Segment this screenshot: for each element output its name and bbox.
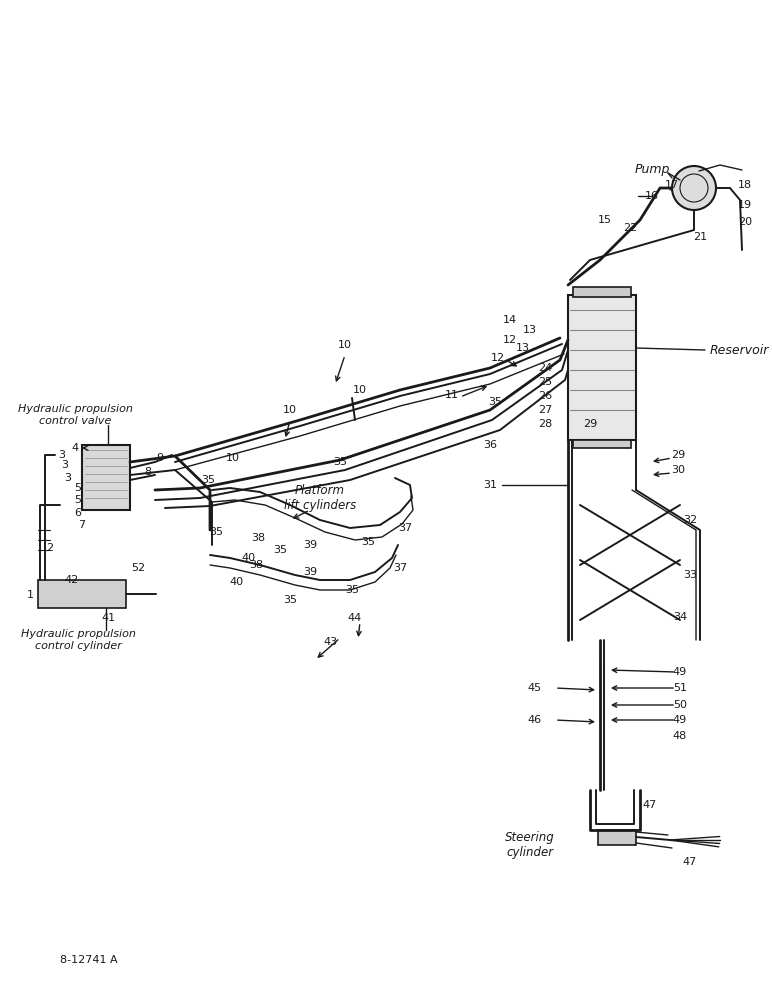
Text: 33: 33 [683, 570, 697, 580]
Text: 35: 35 [209, 527, 223, 537]
Text: 17: 17 [665, 180, 679, 190]
Text: 8-12741 A: 8-12741 A [60, 955, 117, 965]
Bar [38, 580, 126, 608]
Text: 35: 35 [273, 545, 287, 555]
Text: 5: 5 [75, 483, 82, 493]
Text: 4: 4 [72, 443, 79, 453]
Text: 52: 52 [131, 563, 145, 573]
Text: 13: 13 [516, 343, 530, 353]
Text: 1: 1 [26, 590, 33, 600]
Text: 27: 27 [538, 405, 552, 415]
Text: 38: 38 [249, 560, 263, 570]
Text: 43: 43 [323, 637, 337, 647]
Text: 50: 50 [673, 700, 687, 710]
Text: 2: 2 [46, 543, 53, 553]
Text: 42: 42 [65, 575, 79, 585]
Text: 35: 35 [345, 585, 359, 595]
Text: 51: 51 [673, 683, 687, 693]
Text: 8: 8 [144, 467, 151, 477]
Text: Reservoir: Reservoir [710, 344, 770, 357]
Bar [573, 440, 631, 448]
Text: 13: 13 [523, 325, 537, 335]
Text: 10: 10 [353, 385, 367, 395]
Text: 18: 18 [738, 180, 752, 190]
Text: 40: 40 [229, 577, 243, 587]
Text: 16: 16 [645, 191, 659, 201]
Bar [82, 445, 130, 510]
Text: 46: 46 [528, 715, 542, 725]
Text: 7: 7 [79, 520, 86, 530]
Text: Hydraulic propulsion
control cylinder: Hydraulic propulsion control cylinder [21, 629, 135, 651]
Text: 47: 47 [643, 800, 657, 810]
Text: 49: 49 [673, 667, 687, 677]
Text: 26: 26 [538, 391, 552, 401]
Text: 35: 35 [201, 475, 215, 485]
Text: 40: 40 [241, 553, 255, 563]
Bar [573, 287, 631, 297]
Text: 30: 30 [671, 465, 685, 475]
Text: 35: 35 [283, 595, 297, 605]
Text: 3: 3 [65, 473, 72, 483]
Text: 14: 14 [503, 315, 517, 325]
Text: 34: 34 [673, 612, 687, 622]
Text: 39: 39 [303, 567, 317, 577]
Text: 31: 31 [483, 480, 497, 490]
Text: 36: 36 [483, 440, 497, 450]
Text: 38: 38 [251, 533, 265, 543]
Text: Pump: Pump [635, 163, 670, 176]
Text: 6: 6 [75, 508, 82, 518]
Text: Steering
cylinder: Steering cylinder [505, 831, 555, 859]
Text: 37: 37 [398, 523, 412, 533]
Text: 41: 41 [101, 613, 115, 623]
Text: 29: 29 [583, 419, 597, 429]
Text: 45: 45 [528, 683, 542, 693]
Text: 20: 20 [738, 217, 752, 227]
Text: 49: 49 [673, 715, 687, 725]
Text: 10: 10 [226, 453, 240, 463]
Text: 37: 37 [393, 563, 407, 573]
Text: Platform
lift cylinders: Platform lift cylinders [284, 484, 356, 512]
Text: 10: 10 [283, 405, 297, 415]
Text: 12: 12 [491, 353, 505, 363]
Text: 35: 35 [361, 537, 375, 547]
Text: 35: 35 [333, 457, 347, 467]
Text: 39: 39 [303, 540, 317, 550]
Text: 12: 12 [503, 335, 517, 345]
Text: 11: 11 [445, 390, 459, 400]
Text: 21: 21 [693, 232, 707, 242]
Text: 3: 3 [62, 460, 69, 470]
Text: 22: 22 [623, 223, 637, 233]
Text: 25: 25 [538, 377, 552, 387]
Text: 35: 35 [488, 397, 502, 407]
Bar [598, 830, 636, 845]
Text: 24: 24 [538, 363, 552, 373]
Text: 19: 19 [738, 200, 752, 210]
Text: 9: 9 [157, 453, 164, 463]
Text: 44: 44 [348, 613, 362, 623]
Text: Hydraulic propulsion
control valve: Hydraulic propulsion control valve [18, 404, 133, 426]
Text: 28: 28 [538, 419, 552, 429]
Text: 29: 29 [671, 450, 685, 460]
Text: 32: 32 [683, 515, 697, 525]
Text: 48: 48 [673, 731, 687, 741]
Text: 3: 3 [59, 450, 66, 460]
Circle shape [672, 166, 716, 210]
Text: 10: 10 [338, 340, 352, 350]
Text: 5: 5 [75, 495, 82, 505]
Bar [568, 295, 636, 440]
Text: 15: 15 [598, 215, 612, 225]
Text: 47: 47 [683, 857, 697, 867]
